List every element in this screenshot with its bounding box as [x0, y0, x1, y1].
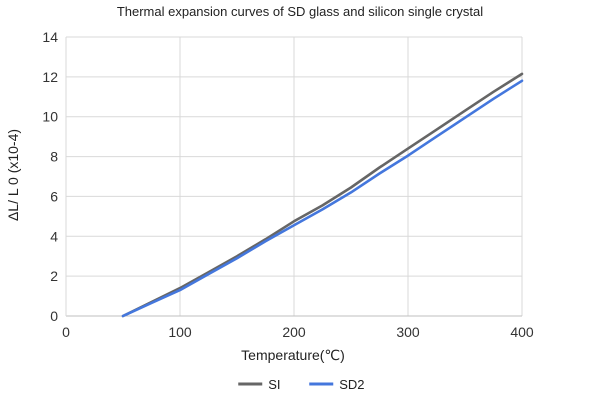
- series: [121, 72, 524, 318]
- chart-title: Thermal expansion curves of SD glass and…: [117, 4, 483, 19]
- y-tick-label: 8: [50, 149, 58, 165]
- series-line-si: [121, 72, 524, 318]
- x-tick-label: 200: [282, 324, 306, 340]
- x-axis-title: Temperature(℃): [241, 347, 345, 363]
- legend-label-si: SI: [268, 377, 280, 392]
- y-tick-label: 14: [42, 29, 58, 45]
- legend: SI SD2: [238, 377, 365, 392]
- x-tick-label: 300: [396, 324, 420, 340]
- y-axis-title: ΔL/ L 0 (x10-4): [5, 129, 21, 221]
- y-tick-label: 10: [42, 109, 58, 125]
- legend-label-sd2: SD2: [339, 377, 364, 392]
- y-tick-label: 0: [50, 308, 58, 324]
- axes: 0 2 4 6 8 10 12 14 0 100 200 300 400: [42, 29, 533, 340]
- series-line-sd2: [121, 79, 524, 318]
- y-tick-label: 4: [50, 228, 58, 244]
- x-tick-label: 400: [510, 324, 534, 340]
- x-tick-label: 0: [62, 324, 70, 340]
- grid: [66, 36, 523, 316]
- y-tick-label: 6: [50, 188, 58, 204]
- x-tick-label: 100: [168, 324, 192, 340]
- y-tick-label: 2: [50, 268, 58, 284]
- y-tick-label: 12: [42, 69, 58, 85]
